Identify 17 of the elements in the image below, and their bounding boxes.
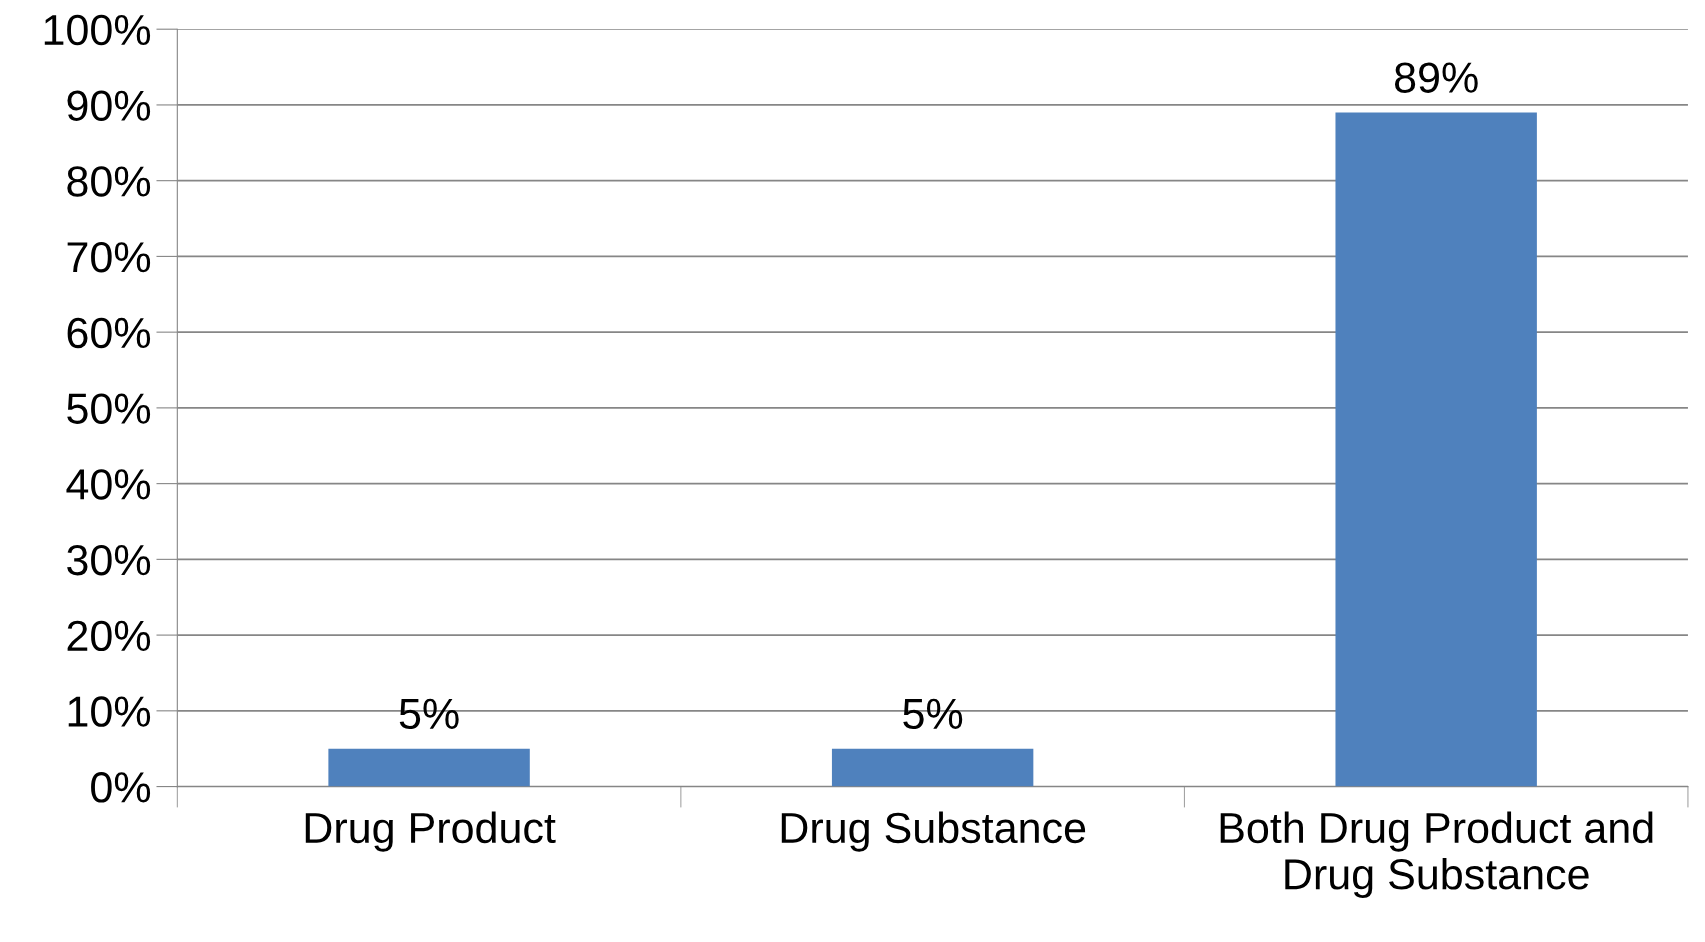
y-tick-label: 40% xyxy=(66,469,151,500)
x-tick-label: Drug Product xyxy=(305,811,556,852)
y-tick-label: 30% xyxy=(67,544,151,576)
y-tick-label: 10% xyxy=(68,696,151,727)
y-tick-label: 80% xyxy=(67,166,151,197)
data-label: 5% xyxy=(903,698,963,730)
x-tick-label: Drug Substance xyxy=(781,811,1086,852)
data-label: 89% xyxy=(1394,62,1478,93)
x-tick-label: Both Drug Product and Drug Substance xyxy=(1220,811,1653,899)
data-label: 5% xyxy=(399,698,459,730)
y-tick-label: 90% xyxy=(67,90,151,121)
y-tick-label: 50% xyxy=(67,393,151,424)
y-tick-label: 100% xyxy=(44,14,151,46)
y-tick-label: 20% xyxy=(67,620,151,652)
y-tick-label: 0% xyxy=(91,772,151,803)
y-tick-label: 60% xyxy=(67,317,151,349)
y-tick-label: 70% xyxy=(67,241,151,273)
